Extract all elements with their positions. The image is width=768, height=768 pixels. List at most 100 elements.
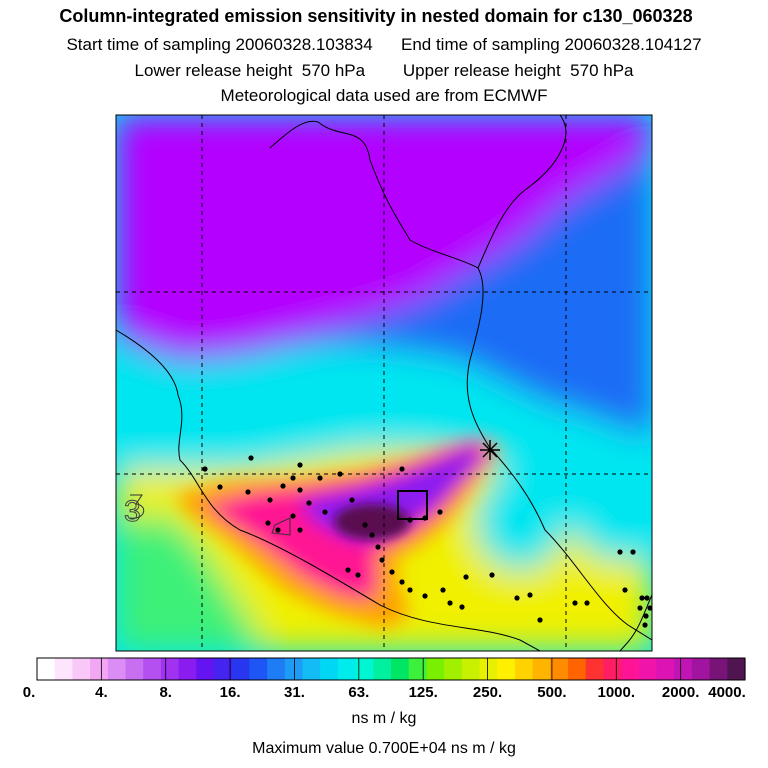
colorbar-swatch <box>444 658 463 680</box>
location-dot <box>280 483 286 489</box>
release-height-line: Lower release height 570 hPa Upper relea… <box>134 61 634 80</box>
location-dot <box>639 595 645 601</box>
colorbar-swatch <box>72 658 91 680</box>
plot-title: Column-integrated emission sensitivity i… <box>59 6 693 26</box>
colorbar-swatch <box>249 658 268 680</box>
location-dot <box>399 466 405 472</box>
location-dot <box>440 587 446 593</box>
colorbar-swatch <box>373 658 392 680</box>
location-dot <box>463 574 469 580</box>
field-green-right <box>475 470 565 570</box>
location-dot <box>297 462 303 468</box>
location-dot <box>447 600 453 606</box>
colorbar-swatch <box>727 658 746 680</box>
map-frame <box>115 114 653 652</box>
location-dot <box>527 592 533 598</box>
colorbar-tick-label: 4. <box>95 684 108 701</box>
location-dot <box>437 509 443 515</box>
coastline-west <box>116 329 541 651</box>
location-dot <box>322 509 328 515</box>
colorbar-swatch <box>532 658 551 680</box>
location-dot <box>584 600 590 606</box>
location-dot <box>317 475 323 481</box>
field-green-left <box>116 515 260 651</box>
graticule <box>116 115 652 651</box>
colorbar-tick-label: 1000. <box>597 684 636 701</box>
colorbar-swatch <box>638 658 658 680</box>
contour-three <box>129 494 145 519</box>
colorbar-swatch <box>674 658 693 680</box>
colorbar-tick-label: 125. <box>408 684 438 701</box>
location-dot <box>389 569 395 575</box>
maximum-value-text: Maximum value 0.700E+04 ns m / kg <box>252 740 516 757</box>
colorbar-swatch <box>709 658 728 680</box>
coastline-main <box>269 120 652 641</box>
colorbar-swatch <box>550 658 569 680</box>
release-point-star-icon <box>480 440 500 460</box>
location-dot <box>202 466 208 472</box>
colorbar-tick-label: 63. <box>348 684 370 701</box>
location-dot <box>245 489 251 495</box>
location-dot <box>489 572 495 578</box>
location-dot <box>265 520 271 526</box>
meteo-source-line: Meteorological data used are from ECMWF <box>220 86 548 105</box>
location-dot <box>369 532 375 538</box>
location-dot <box>572 600 578 606</box>
location-dot <box>514 595 520 601</box>
location-dot <box>290 513 296 519</box>
colorbar-swatch <box>603 658 622 680</box>
location-dot <box>644 595 650 601</box>
colorbar-swatch <box>90 658 109 680</box>
location-dot <box>217 484 223 490</box>
colorbar-frame <box>36 657 746 681</box>
colorbar-swatch <box>37 658 56 680</box>
location-dot <box>407 587 413 593</box>
location-dot <box>337 471 343 477</box>
field-plume-peak <box>334 504 410 540</box>
colorbar-tick-label: 0. <box>22 684 36 701</box>
colorbar-swatch <box>461 658 481 680</box>
colorbar <box>36 658 746 680</box>
location-dot <box>379 557 385 563</box>
colorbar-swatch <box>337 658 357 680</box>
contour-small-loop <box>271 517 291 536</box>
colorbar-tick-label: 31. <box>284 684 305 701</box>
colorbar-tick-label: 250. <box>472 684 503 701</box>
colorbar-swatch <box>355 658 374 680</box>
colorbar-swatch <box>621 658 640 680</box>
colorbar-swatch <box>514 658 534 680</box>
field-blue <box>116 150 652 440</box>
colorbar-swatch <box>143 658 162 680</box>
colorbar-swatch <box>568 658 587 680</box>
location-dot <box>422 593 428 599</box>
location-dot <box>537 617 543 623</box>
colorbar-swatch <box>497 658 516 680</box>
sampling-box <box>397 490 428 520</box>
colorbar-swatch <box>408 658 427 680</box>
location-dot <box>306 500 312 506</box>
colorbar-swatch <box>125 658 144 680</box>
field-cyan <box>116 345 652 560</box>
location-dot <box>267 497 273 503</box>
colorbar-tick-label: 4000. <box>708 684 746 701</box>
location-dot <box>622 587 628 593</box>
sensitivity-field <box>116 115 652 651</box>
colorbar-swatch <box>585 658 604 680</box>
location-dot <box>642 622 648 628</box>
colorbar-swatch <box>214 658 233 680</box>
colorbar-swatch <box>267 658 286 680</box>
location-dot <box>617 549 623 555</box>
colorbar-swatch <box>302 658 321 680</box>
location-dot <box>345 567 351 573</box>
location-dot <box>643 613 649 619</box>
location-dot <box>459 604 465 610</box>
location-dot <box>297 527 303 533</box>
colorbar-swatch <box>320 658 339 680</box>
colorbar-swatch <box>426 658 445 680</box>
location-dot <box>647 605 652 611</box>
colorbar-swatch <box>691 658 711 680</box>
plume-peak <box>334 504 410 540</box>
colorbar-tick-label: 16. <box>219 684 241 701</box>
colorbar-swatch <box>391 658 410 680</box>
